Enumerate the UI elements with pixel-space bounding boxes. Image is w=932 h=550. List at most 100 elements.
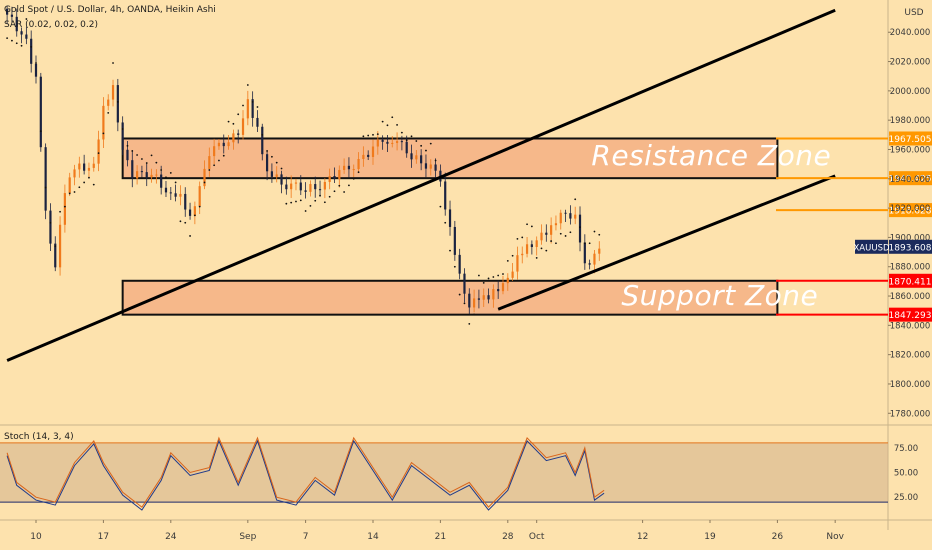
candle (574, 214, 577, 219)
sar-dot (425, 149, 427, 152)
candle (256, 117, 259, 127)
candle (473, 298, 476, 308)
y-tick-label: 2040.000 (890, 28, 931, 38)
stoch-tick-label: 25.00 (894, 493, 918, 503)
sar-dot (338, 184, 341, 187)
candle (516, 255, 519, 272)
x-tick-label: 17 (98, 532, 109, 542)
sar-dot (309, 205, 312, 207)
sar-dot (530, 225, 533, 228)
x-tick-label: 21 (435, 532, 446, 542)
candle (550, 225, 553, 235)
candle (97, 139, 100, 164)
sar-dot (526, 223, 528, 226)
sar-dot (189, 235, 191, 237)
sar-dot (555, 242, 557, 245)
y-tick-label: 1960.000 (890, 145, 931, 155)
sar-dot (68, 192, 71, 195)
candle (73, 169, 76, 178)
sar-dot (44, 186, 47, 189)
y-tick-label: 1900.000 (890, 233, 931, 243)
sar-dot (97, 152, 100, 155)
sar-dot (73, 191, 76, 193)
candle (30, 38, 33, 64)
candle (92, 163, 95, 168)
level-price-label: 1870.411 (889, 277, 932, 287)
candle (444, 181, 447, 210)
candle (265, 154, 269, 172)
sar-dot (540, 247, 543, 250)
x-tick-label: 10 (30, 532, 42, 542)
sar-dot (145, 162, 148, 164)
level-price-tag (889, 203, 932, 218)
candle (126, 149, 129, 161)
support-zone-label: Support Zone (621, 278, 819, 312)
candle (241, 118, 245, 135)
level-price-tag (889, 171, 932, 186)
x-tick-label: 14 (367, 532, 379, 542)
sar-dot (376, 133, 379, 135)
sar-dot (328, 195, 331, 198)
sar-dot (54, 245, 57, 248)
candle (261, 126, 264, 155)
candle (463, 273, 466, 294)
sar-dot (261, 133, 264, 136)
x-tick-label: Nov (826, 532, 844, 542)
candle (188, 209, 192, 216)
stoch-tick-label: 50.00 (894, 469, 918, 479)
x-tick-label: 26 (772, 532, 784, 542)
trendline[interactable] (497, 174, 836, 311)
sar-dot (232, 122, 235, 125)
sar-dot (574, 198, 577, 201)
candle (280, 174, 283, 185)
sar-dot (92, 183, 95, 186)
y-tick-label: 1940.000 (890, 175, 931, 185)
candle (34, 63, 38, 77)
candle (174, 193, 177, 197)
candle (25, 34, 28, 39)
indicator-label: SAR (0.02, 0.02, 0.2) (4, 20, 99, 30)
sar-dot (11, 39, 13, 42)
trendline[interactable] (6, 8, 836, 362)
sar-dot (439, 205, 442, 208)
candle (583, 242, 586, 264)
level-price-tag (889, 273, 932, 288)
symbol-tag (855, 239, 888, 254)
sar-dot (256, 106, 259, 108)
symbol-label: XAUUSD (853, 243, 889, 253)
level-price-label: 1918.628 (889, 207, 932, 217)
sar-dot (352, 177, 355, 180)
candle (564, 212, 567, 214)
candle (347, 165, 351, 170)
candle (44, 147, 47, 211)
sar-dot (35, 62, 37, 64)
sar-dot (487, 277, 490, 280)
candle (309, 184, 312, 192)
sar-dot (588, 242, 591, 245)
candle (395, 141, 399, 143)
sar-dot (415, 140, 418, 142)
level-price-tag (889, 131, 932, 146)
sar-dot (160, 169, 163, 171)
candle (588, 263, 591, 265)
sar-dot (251, 100, 254, 103)
y-tick-label: 1840.000 (890, 321, 931, 331)
sar-dot (295, 200, 297, 203)
candle (434, 164, 437, 171)
candle (184, 193, 187, 210)
sar-dot (213, 164, 216, 167)
x-tick-label: Sep (239, 532, 256, 542)
candle (160, 174, 163, 188)
candle (49, 210, 52, 244)
y-tick-label: 1920.000 (890, 204, 931, 214)
sar-dot (203, 181, 206, 184)
level-price-tag (889, 307, 932, 322)
candle (136, 171, 139, 179)
sar-dot (280, 167, 283, 170)
sar-dot (598, 233, 601, 236)
sar-dot (550, 240, 553, 242)
stoch-label: Stoch (14, 3, 4) (4, 432, 74, 442)
sar-dot (131, 150, 134, 152)
